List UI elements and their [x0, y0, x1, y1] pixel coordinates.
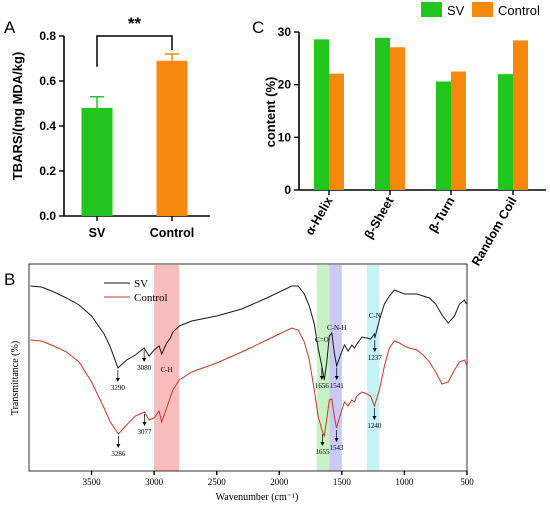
bar-control	[451, 71, 466, 190]
plot-frame	[28, 263, 468, 472]
bar-control	[513, 40, 528, 190]
annotation-label: 1543	[329, 444, 344, 452]
annotation-label: 3286	[111, 450, 126, 458]
series-line-control	[30, 327, 467, 438]
annotation-label: 1237	[368, 354, 383, 362]
panel-b-ylabel: Transmittance (%)	[10, 341, 21, 415]
legend-label-sv: SV	[134, 278, 148, 290]
panel-a: A TBARS/(mg MDA/kg) 0.0 0.2 0.4 0.6 0.8 SV Con…	[4, 14, 210, 240]
bar-sv	[314, 39, 329, 190]
panel-c-ylabel: content (%)	[263, 77, 278, 148]
x-tick-label: β-Turn	[426, 195, 457, 235]
annotation-label: 1656	[315, 382, 330, 390]
annotation-arrowhead	[142, 422, 147, 426]
annotation-label: 1240	[367, 422, 382, 430]
x-tick-label: β-Sheet	[362, 194, 397, 241]
annotation-arrowhead	[320, 442, 325, 446]
highlight-band	[154, 265, 180, 471]
y-tick-label: 30	[278, 25, 292, 39]
x-tick-label: 1500	[333, 477, 352, 487]
y-tick-label: 20	[278, 78, 292, 92]
legend-label-control: Control	[498, 3, 540, 18]
bar-control	[156, 60, 188, 216]
highlight-band	[366, 265, 380, 471]
bar-sv	[375, 37, 390, 190]
annotation-arrowhead	[319, 376, 324, 380]
annotation-arrowhead	[372, 348, 377, 352]
annotation-arrowhead	[334, 376, 339, 380]
annotation-label: 3290	[111, 384, 126, 392]
x-tick-label: 500	[460, 477, 474, 487]
annotation-label: 1655	[315, 448, 330, 456]
legend-swatch-control	[472, 2, 493, 17]
y-tick-label: 0.0	[39, 209, 56, 223]
group-label: C=O	[315, 336, 329, 344]
x-tick-label: 1000	[395, 477, 414, 487]
x-tick-label: Random Coil	[469, 195, 520, 269]
y-tick-label: 0.2	[39, 164, 56, 178]
significance-bracket	[96, 35, 173, 67]
x-tick-label: Control	[150, 226, 194, 240]
annotation-label: 3077	[138, 428, 153, 436]
y-tick-label: 10	[278, 130, 292, 144]
legend: SV Control	[421, 2, 540, 18]
legend-swatch-sv	[421, 2, 442, 17]
group-label: C-N-H	[327, 324, 346, 332]
panel-c: C content (%) 0 10 20 30 α-Helix β-Sheet β-Tur…	[252, 2, 546, 268]
bar-control	[329, 73, 344, 190]
group-label: C-H	[161, 366, 173, 374]
x-tick-label: 2000	[270, 477, 289, 487]
panel-b-xlabel: Wavenumber (cm⁻¹)	[216, 492, 299, 503]
annotation-arrowhead	[115, 378, 120, 382]
panel-b: B Transmittance (%) Wavenumber (cm⁻¹) 35…	[4, 263, 474, 503]
panel-a-label: A	[4, 18, 16, 37]
panel-b-label: B	[4, 270, 15, 289]
annotation-label: 1541	[330, 382, 345, 390]
x-tick-label: 3500	[83, 477, 102, 487]
significance-label: **	[128, 14, 142, 33]
legend-label-control: Control	[134, 292, 168, 304]
x-tick-label: SV	[89, 226, 106, 240]
highlight-band	[316, 265, 330, 471]
annotation-arrowhead	[142, 358, 147, 362]
annotation-arrowhead	[116, 444, 121, 448]
x-tick-label: α-Helix	[303, 194, 336, 237]
legend-label-sv: SV	[447, 3, 465, 18]
ir-legend: SV Control	[104, 278, 168, 304]
series-line-sv	[30, 285, 467, 381]
bar-sv	[81, 108, 113, 216]
y-tick-label: 0	[284, 183, 291, 197]
y-tick-label: 0.8	[39, 29, 56, 43]
x-tick-label: 3000	[145, 477, 164, 487]
panel-a-ylabel: TBARS/(mg MDA/kg)	[10, 52, 25, 181]
annotation-arrowhead	[372, 416, 377, 420]
y-tick-label: 0.6	[39, 74, 56, 88]
group-label: C-N	[369, 312, 381, 320]
annotation-arrowhead	[334, 438, 339, 442]
annotation-label: 3080	[137, 364, 152, 372]
bar-control	[390, 47, 405, 191]
bar-sv	[436, 81, 451, 190]
bar-sv	[498, 74, 513, 190]
x-tick-label: 2500	[208, 477, 227, 487]
panel-c-label: C	[252, 18, 264, 37]
y-tick-label: 0.4	[39, 119, 56, 133]
